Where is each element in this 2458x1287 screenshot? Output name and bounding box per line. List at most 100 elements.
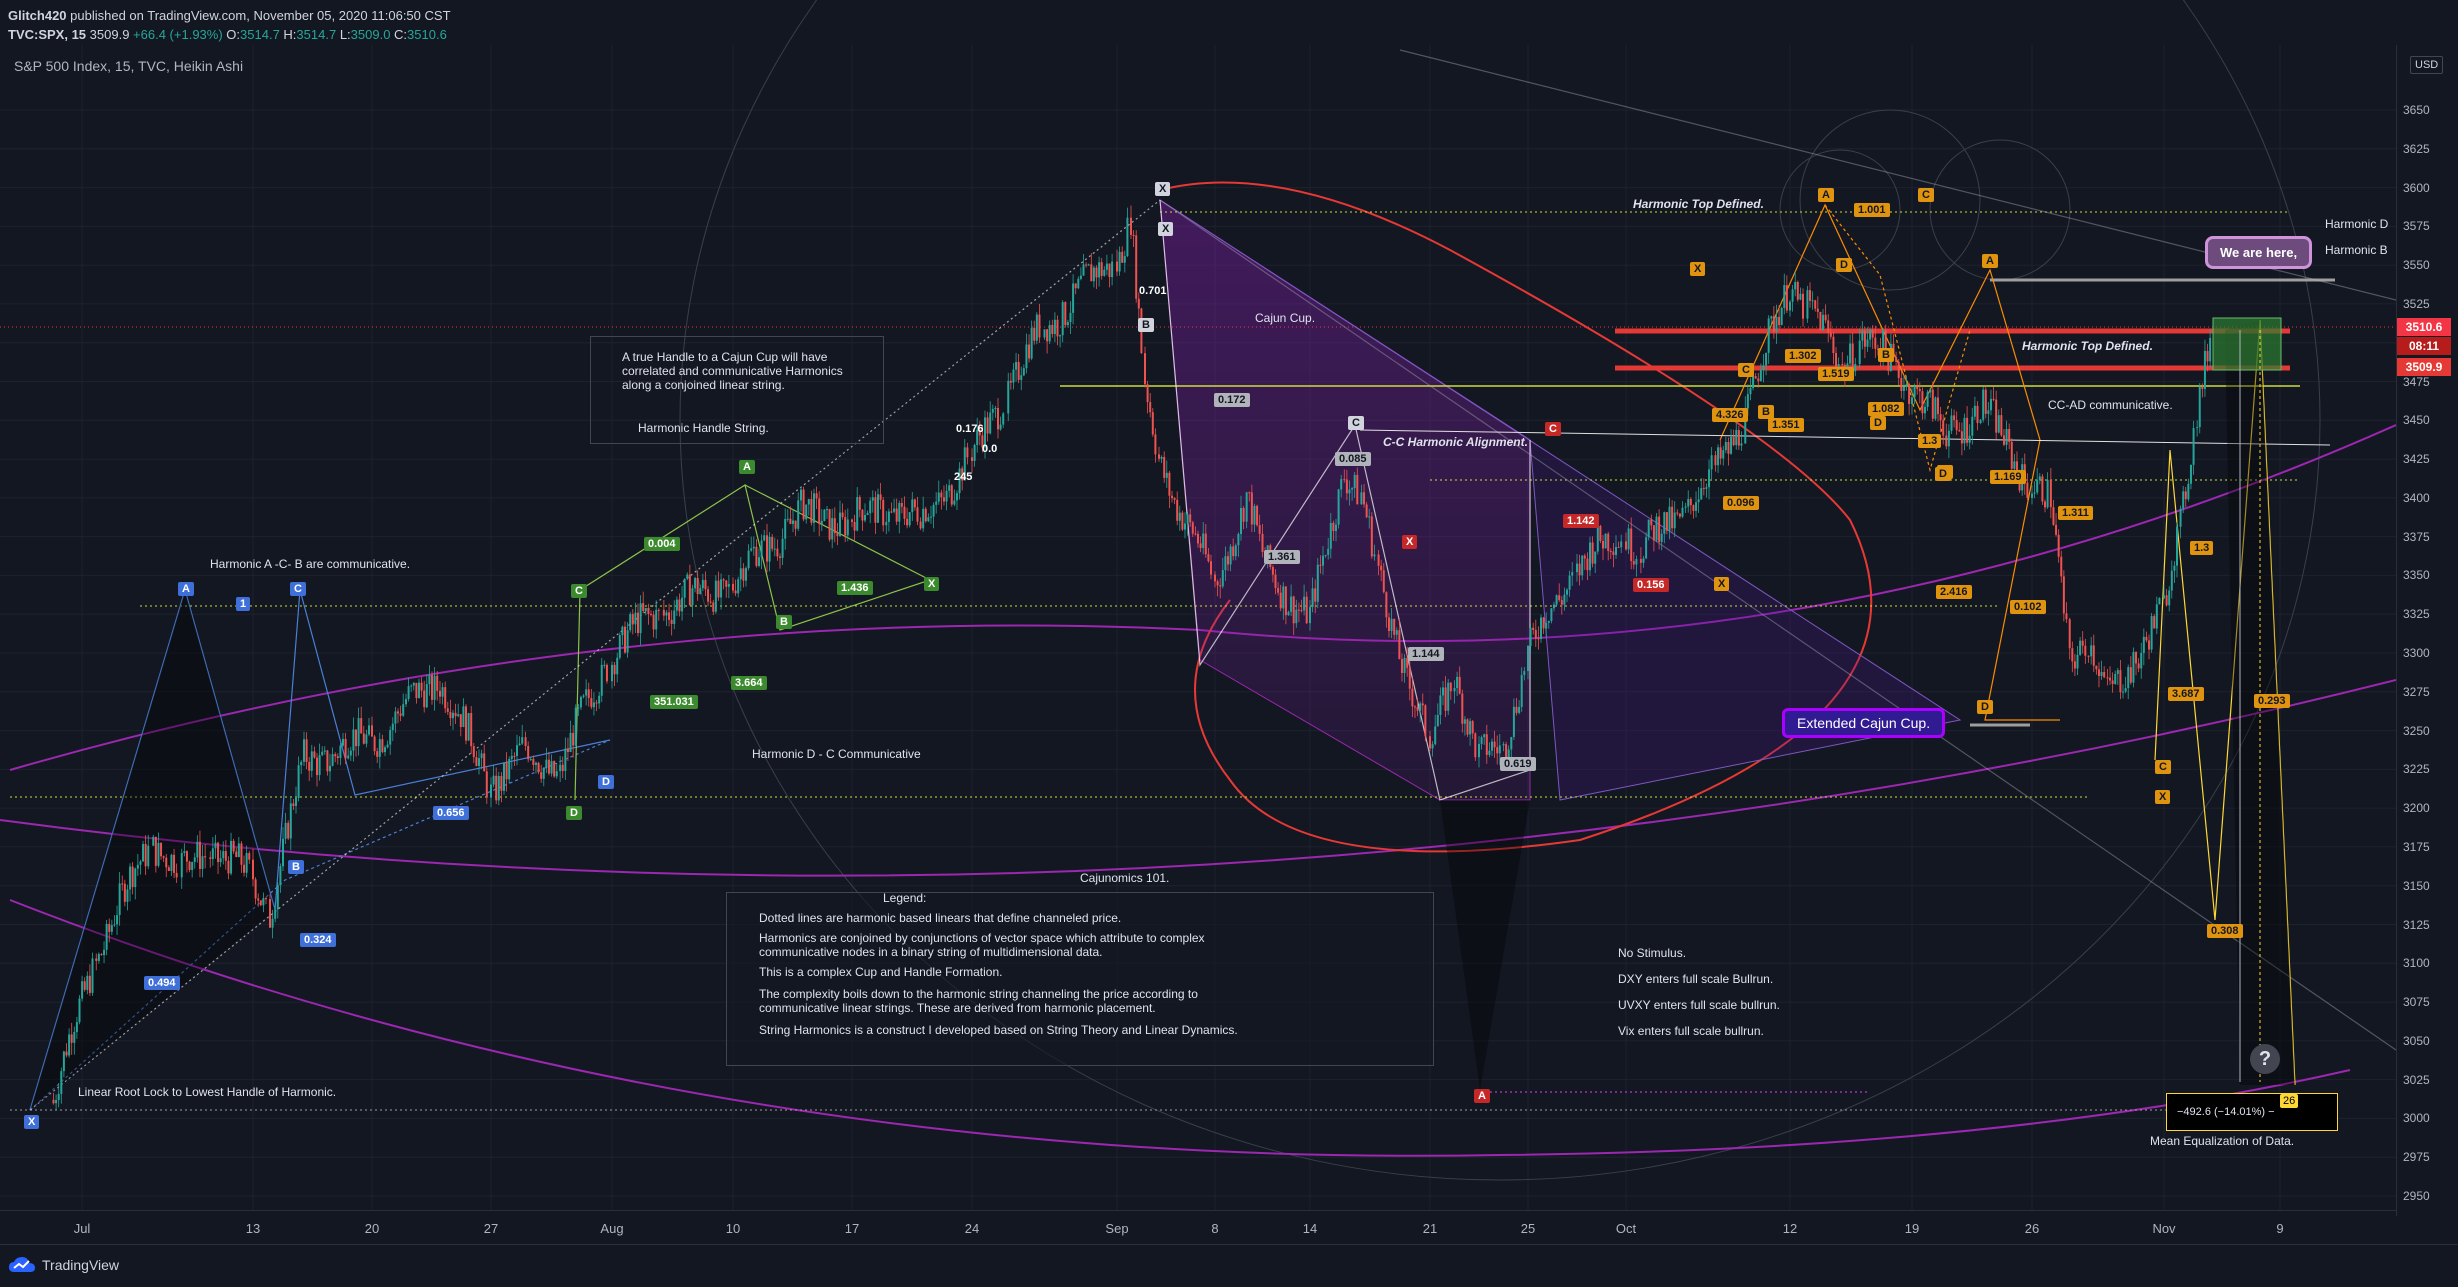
candle-body — [2158, 598, 2161, 605]
candle-body — [1345, 479, 1348, 494]
candle-body — [219, 858, 222, 863]
candle-body — [2187, 483, 2190, 500]
candle-body — [1671, 506, 1674, 529]
candle-body — [1066, 322, 1069, 326]
candle-body — [2060, 556, 2063, 577]
candle-body — [1284, 586, 1287, 616]
candle-body — [75, 1022, 78, 1033]
candle-body — [1918, 388, 1921, 392]
candle-body — [694, 577, 697, 589]
candle-body — [1563, 594, 1566, 605]
top-defined-label-1: Harmonic Top Defined. — [1633, 197, 1764, 211]
candle-body — [1271, 566, 1274, 575]
candle-body — [1028, 344, 1031, 359]
candle-body — [224, 851, 227, 861]
candle-body — [1869, 329, 1872, 340]
candle-body — [1617, 546, 1620, 548]
candle-body — [347, 755, 350, 759]
candle-body — [100, 954, 103, 956]
price-axis[interactable]: 2950 2975 3000 3025 3050 3075 3100 3125 3150 3175… — [2396, 45, 2458, 1216]
candle-body — [2106, 677, 2109, 679]
candle-body — [722, 579, 725, 581]
candle-body — [621, 626, 624, 636]
candle-body — [1207, 554, 1210, 562]
candle-body — [175, 872, 178, 878]
candle-body — [418, 682, 420, 699]
pattern-label: 2.416 — [1936, 585, 1972, 599]
candle-body — [2010, 441, 2013, 469]
candle-body — [792, 520, 794, 524]
candle-body — [116, 915, 119, 925]
candle-body — [257, 898, 260, 901]
candle-body — [154, 836, 157, 866]
candle-body — [389, 730, 392, 745]
candle-body — [981, 435, 984, 448]
candle-body — [436, 675, 439, 691]
candle-body — [485, 771, 488, 798]
candle-body — [2097, 669, 2100, 677]
candle-body — [83, 981, 86, 990]
candle-body — [2140, 652, 2143, 669]
candle-body — [2052, 507, 2055, 525]
candle-body — [110, 925, 113, 932]
candle-body — [742, 568, 745, 581]
candle-body — [932, 504, 935, 517]
legend-line: String Harmonics is a construct I develo… — [759, 1023, 1238, 1037]
candle-body — [352, 729, 355, 751]
candle-body — [1370, 516, 1373, 557]
candle-body — [2026, 482, 2029, 498]
candle-body — [2170, 570, 2173, 591]
currency-button[interactable]: USD — [2410, 56, 2444, 74]
time-axis[interactable]: Jul 13 20 27 Aug 10 17 24 Sep 8 14 21 25 Oct 12 19 26 Nov… — [0, 1210, 2396, 1245]
candle-body — [874, 497, 877, 523]
candle-body — [191, 862, 194, 870]
linear-root-label: Linear Root Lock to Lowest Handle of Har… — [78, 1085, 337, 1099]
candle-body — [642, 603, 645, 611]
candle-body — [776, 548, 779, 557]
candle-body — [2124, 688, 2127, 692]
candle-body — [1248, 492, 1251, 494]
candle-body — [564, 748, 567, 771]
author[interactable]: Glitch420 — [8, 8, 67, 23]
legend-line: communicative linear strings. These are … — [759, 1001, 1156, 1015]
candle-body — [1832, 336, 1835, 354]
candle-body — [1921, 391, 1924, 414]
candle-body — [650, 614, 652, 616]
candle-body — [1132, 234, 1135, 236]
pattern-label: A — [1818, 188, 1834, 202]
tradingview-logo[interactable]: TradingView — [8, 1256, 119, 1274]
candle-body — [1219, 585, 1222, 587]
candle-body — [1658, 516, 1661, 542]
right-cut-label-1: Harmonic D — [2325, 217, 2389, 231]
candle-body — [1615, 546, 1617, 555]
candle-body — [1184, 523, 1186, 530]
candle-body — [673, 610, 676, 624]
candle-body — [1971, 416, 1974, 436]
price-tick-label: 3425 — [2403, 452, 2430, 467]
candle-body — [1082, 264, 1085, 276]
measure-box: −492.6 (−14.01%) − — [2166, 1093, 2338, 1131]
handle-note: A true Handle to a Cajun Cup will have c… — [622, 350, 843, 392]
candle-body — [123, 883, 126, 902]
candle-body — [1502, 744, 1505, 746]
candle-body — [2196, 427, 2199, 429]
candle-body — [1189, 514, 1192, 523]
candle-body — [95, 958, 98, 961]
candle-body — [425, 684, 428, 708]
candle-body — [773, 548, 776, 550]
candle-body — [836, 533, 839, 536]
candle-body — [1436, 714, 1439, 727]
candle-body — [103, 949, 106, 956]
candle-body — [1874, 337, 1877, 349]
candle-body — [831, 518, 834, 540]
candle-body — [1442, 687, 1444, 696]
candle-body — [1791, 289, 1794, 302]
candle-body — [1163, 456, 1166, 478]
candle-body — [841, 512, 844, 518]
candle-body — [529, 758, 532, 760]
candle-body — [1681, 507, 1684, 517]
candle-body — [1650, 519, 1653, 526]
candle-body — [321, 751, 324, 756]
o-label: O: — [226, 27, 241, 42]
candle-body — [237, 843, 240, 858]
